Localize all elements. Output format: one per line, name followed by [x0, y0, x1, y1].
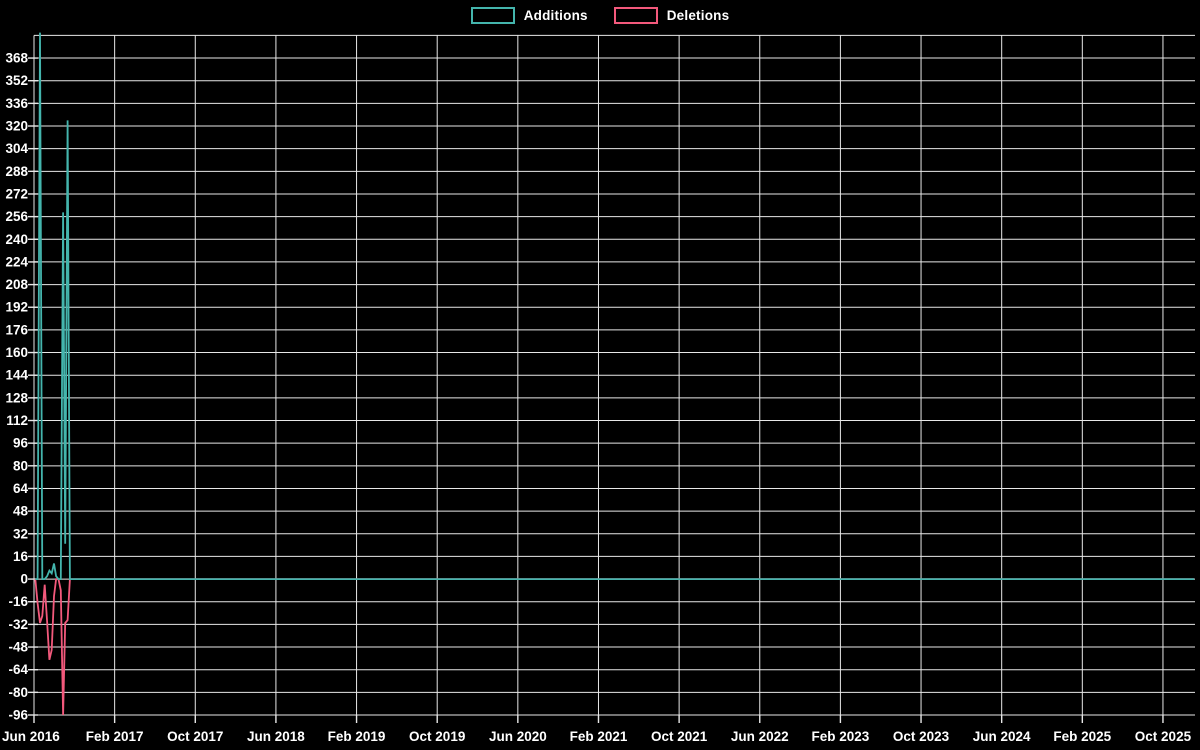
- x-tick-label: Jun 2016: [2, 729, 60, 744]
- y-tick-label: 256: [5, 209, 28, 224]
- y-tick-label: 0: [20, 572, 28, 587]
- y-tick-label: 224: [5, 254, 28, 269]
- y-tick-label: 96: [13, 436, 29, 451]
- y-tick-label: 128: [5, 390, 28, 405]
- y-tick-label: 176: [5, 322, 28, 337]
- legend-item-additions[interactable]: Additions: [470, 7, 588, 24]
- y-tick-label: 240: [5, 232, 28, 247]
- x-tick-label: Oct 2019: [409, 729, 465, 744]
- y-tick-label: -48: [8, 640, 28, 655]
- y-tick-label: 352: [5, 73, 28, 88]
- additions-swatch-icon: [470, 7, 515, 24]
- y-tick-label: 64: [13, 481, 29, 496]
- y-tick-label: -64: [8, 662, 28, 677]
- x-tick-label: Feb 2019: [328, 729, 386, 744]
- x-tick-label: Oct 2017: [167, 729, 223, 744]
- y-tick-label: 288: [5, 164, 28, 179]
- deletions-swatch-icon: [613, 7, 658, 24]
- y-tick-label: 368: [5, 51, 28, 66]
- x-tick-label: Oct 2021: [651, 729, 708, 744]
- y-tick-label: -80: [8, 685, 28, 700]
- y-tick-label: 336: [5, 96, 28, 111]
- y-tick-label: 208: [5, 277, 28, 292]
- y-tick-label: 272: [5, 186, 28, 201]
- x-tick-label: Oct 2023: [893, 729, 950, 744]
- y-tick-label: 304: [5, 141, 28, 156]
- x-tick-label: Jun 2020: [489, 729, 547, 744]
- x-tick-label: Feb 2025: [1053, 729, 1111, 744]
- x-tick-label: Jun 2018: [247, 729, 305, 744]
- series-line-additions: [35, 32, 1195, 580]
- legend-label-additions: Additions: [523, 8, 588, 23]
- x-tick-label: Oct 2025: [1135, 729, 1192, 744]
- y-tick-label: 16: [13, 549, 29, 564]
- y-tick-label: 80: [13, 458, 28, 473]
- x-tick-label: Feb 2017: [86, 729, 144, 744]
- y-tick-label: 192: [5, 300, 28, 315]
- chart-legend: Additions Deletions: [0, 7, 1200, 24]
- legend-item-deletions[interactable]: Deletions: [613, 7, 730, 24]
- y-tick-label: -16: [8, 594, 28, 609]
- series-line-deletions: [34, 578, 1195, 716]
- y-tick-label: 160: [5, 345, 28, 360]
- y-tick-label: 112: [6, 413, 28, 428]
- legend-label-deletions: Deletions: [666, 8, 730, 23]
- x-tick-label: Jun 2022: [731, 729, 789, 744]
- y-tick-label: 144: [5, 368, 28, 383]
- x-tick-label: Feb 2021: [570, 729, 628, 744]
- y-tick-label: -96: [8, 708, 28, 723]
- x-tick-label: Jun 2024: [973, 729, 1031, 744]
- y-tick-label: 32: [13, 526, 28, 541]
- y-tick-label: 320: [5, 119, 28, 134]
- y-tick-label: 48: [13, 504, 29, 519]
- x-tick-label: Feb 2023: [812, 729, 870, 744]
- y-tick-label: -32: [8, 617, 28, 632]
